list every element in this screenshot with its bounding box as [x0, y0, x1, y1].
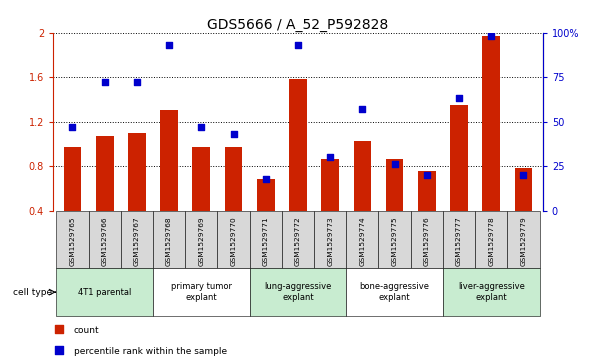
- Text: GSM1529779: GSM1529779: [520, 217, 526, 266]
- Point: [261, 176, 270, 182]
- Point: [293, 42, 303, 48]
- Text: lung-aggressive
explant: lung-aggressive explant: [264, 282, 332, 302]
- Text: GSM1529773: GSM1529773: [327, 217, 333, 266]
- Text: GSM1529765: GSM1529765: [70, 217, 76, 266]
- Text: bone-aggressive
explant: bone-aggressive explant: [359, 282, 430, 302]
- Bar: [88, 211, 121, 269]
- Point: [454, 95, 464, 101]
- Text: GSM1529770: GSM1529770: [231, 217, 237, 266]
- Text: GSM1529766: GSM1529766: [101, 217, 107, 266]
- Point: [54, 347, 64, 353]
- Point: [68, 124, 77, 130]
- Text: GSM1529767: GSM1529767: [134, 217, 140, 266]
- Bar: [443, 211, 475, 269]
- Bar: [160, 110, 178, 211]
- Point: [54, 326, 64, 332]
- Bar: [450, 105, 468, 211]
- Point: [422, 172, 431, 178]
- Point: [165, 42, 174, 48]
- Text: GSM1529772: GSM1529772: [295, 217, 301, 266]
- Bar: [250, 211, 282, 269]
- Bar: [153, 269, 250, 316]
- Bar: [282, 211, 314, 269]
- Point: [326, 154, 335, 160]
- Bar: [346, 269, 443, 316]
- Bar: [64, 147, 81, 211]
- Bar: [507, 211, 540, 269]
- Text: GSM1529768: GSM1529768: [166, 217, 172, 266]
- Text: GSM1529774: GSM1529774: [359, 217, 365, 266]
- Text: cell type: cell type: [14, 287, 53, 297]
- Bar: [514, 168, 532, 211]
- Point: [229, 131, 238, 137]
- Point: [100, 79, 109, 85]
- Bar: [56, 211, 88, 269]
- Bar: [217, 211, 250, 269]
- Title: GDS5666 / A_52_P592828: GDS5666 / A_52_P592828: [207, 18, 389, 32]
- Bar: [418, 171, 435, 211]
- Bar: [443, 269, 540, 316]
- Text: GSM1529778: GSM1529778: [489, 217, 494, 266]
- Point: [132, 79, 142, 85]
- Bar: [250, 269, 346, 316]
- Bar: [314, 211, 346, 269]
- Bar: [153, 211, 185, 269]
- Text: liver-aggressive
explant: liver-aggressive explant: [458, 282, 525, 302]
- Bar: [353, 140, 371, 211]
- Bar: [322, 159, 339, 211]
- Text: GSM1529777: GSM1529777: [456, 217, 462, 266]
- Bar: [386, 159, 404, 211]
- Bar: [411, 211, 443, 269]
- Bar: [475, 211, 507, 269]
- Point: [196, 124, 206, 130]
- Bar: [185, 211, 217, 269]
- Text: 4T1 parental: 4T1 parental: [78, 287, 132, 297]
- Bar: [257, 179, 274, 211]
- Bar: [96, 136, 113, 211]
- Bar: [225, 147, 242, 211]
- Bar: [483, 36, 500, 211]
- Point: [487, 33, 496, 39]
- Point: [390, 162, 399, 167]
- Text: GSM1529775: GSM1529775: [392, 217, 398, 266]
- Point: [358, 106, 367, 112]
- Text: GSM1529771: GSM1529771: [263, 217, 268, 266]
- Text: percentile rank within the sample: percentile rank within the sample: [74, 347, 227, 356]
- Bar: [346, 211, 379, 269]
- Point: [519, 172, 528, 178]
- Bar: [121, 211, 153, 269]
- Text: count: count: [74, 326, 99, 335]
- Text: GSM1529769: GSM1529769: [198, 217, 204, 266]
- Bar: [56, 269, 153, 316]
- Bar: [289, 79, 307, 211]
- Bar: [128, 133, 146, 211]
- Text: primary tumor
explant: primary tumor explant: [171, 282, 232, 302]
- Text: GSM1529776: GSM1529776: [424, 217, 430, 266]
- Bar: [379, 211, 411, 269]
- Bar: [192, 147, 210, 211]
